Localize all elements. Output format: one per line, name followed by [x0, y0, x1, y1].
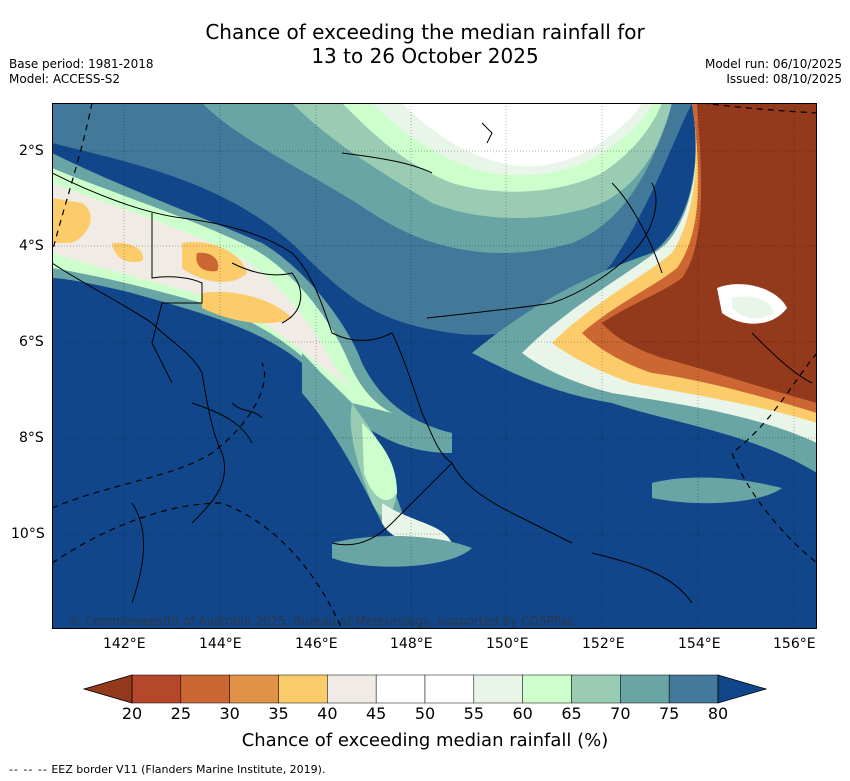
colorbar-tick-label: 30	[219, 704, 240, 723]
colorbar-segment	[571, 674, 621, 704]
colorbar-segment	[620, 674, 670, 704]
colorbar-segment	[278, 674, 328, 704]
colorbar-segment	[473, 674, 523, 704]
louisiade-archipelago	[591, 552, 693, 604]
png-mainland-north-coast	[52, 172, 573, 546]
colorbar-low-extend	[82, 674, 133, 704]
colorbar-tick-label: 40	[317, 704, 338, 723]
map-title-line2: 13 to 26 October 2025	[311, 44, 539, 68]
new-britain	[426, 182, 657, 319]
base-period: Base period: 1981-2018	[9, 57, 154, 71]
lon-label-142e: 142°E	[103, 636, 146, 652]
colorbar-segment	[424, 674, 475, 704]
contour-35-west-c	[112, 242, 143, 263]
coastlines	[52, 122, 813, 604]
cape-york	[131, 502, 144, 604]
border-indonesia	[151, 213, 203, 384]
contour-55-ne-core	[732, 296, 774, 319]
colorbar-segment	[229, 674, 279, 704]
graticule	[52, 103, 817, 629]
new-ireland	[611, 182, 663, 274]
contour-35-west-d	[202, 291, 292, 324]
lon-label-156e: 156°E	[773, 636, 816, 652]
eez-boundary-northwest	[52, 103, 93, 254]
lon-label-150e: 150°E	[486, 636, 529, 652]
png-mainland-south-coast	[52, 262, 226, 524]
colorbar-segment	[327, 674, 377, 704]
issued-date: Issued: 08/10/2025	[726, 72, 842, 86]
contour-60-south	[362, 423, 397, 501]
contour-20-ne	[602, 103, 817, 403]
colorbar	[82, 674, 768, 704]
model-name: Model: ACCESS-S2	[9, 72, 121, 86]
lon-label-144e: 144°E	[199, 636, 242, 652]
bougainville	[751, 332, 813, 384]
colorbar-segment	[375, 674, 426, 704]
eez-legend-dash-icon: -- -- --	[9, 763, 48, 776]
eez-legend: -- -- -- EEZ border V11 (Flanders Marine…	[9, 763, 325, 776]
colorbar-segment	[131, 674, 182, 704]
colorbar-high-extend	[717, 674, 768, 704]
lat-label-2s: 2°S	[19, 143, 44, 159]
colorbar-tick-label: 75	[658, 704, 680, 723]
map-title-line1: Chance of exceeding the median rainfall …	[205, 20, 645, 44]
contour-30-west	[196, 252, 219, 272]
colorbar-tick-label: 65	[561, 704, 582, 723]
colorbar-tick-label: 25	[170, 704, 191, 723]
colorbar-tick-label: 60	[512, 704, 533, 723]
lon-label-148e: 148°E	[390, 636, 433, 652]
interior-border	[231, 262, 302, 324]
copyright-note: © Commonwealth of Australia 2025, Bureau…	[69, 614, 575, 628]
model-run: Model run: 06/10/2025	[704, 57, 842, 71]
colorbar-tick-label: 50	[414, 704, 436, 723]
eez-boundary-northeast	[701, 103, 817, 114]
rainfall-map	[52, 103, 817, 629]
lon-label-152e: 152°E	[582, 636, 625, 652]
manus-island	[341, 152, 433, 174]
colorbar-tick-label: 45	[365, 704, 387, 723]
eez-boundary-east	[731, 352, 817, 564]
colorbar-title: Chance of exceeding median rainfall (%)	[241, 730, 609, 751]
colorbar-tick-label: 80	[707, 704, 729, 723]
contour-70-se	[332, 536, 472, 567]
eez-boundary-southwest	[52, 502, 343, 629]
colorbar-segment	[180, 674, 230, 704]
lat-label-10s: 10°S	[11, 526, 45, 542]
lat-label-8s: 8°S	[19, 430, 44, 446]
contour-50	[402, 103, 642, 167]
eez-border	[52, 103, 817, 629]
contour-35-west-a	[52, 198, 91, 243]
lon-label-146e: 146°E	[295, 636, 338, 652]
colorbar-tick-label: 35	[268, 704, 289, 723]
colorbar-tick-label: 70	[610, 704, 631, 723]
colorbar-tick-label: 20	[121, 704, 143, 723]
colorbar-segment	[668, 674, 719, 704]
contour-55-south	[382, 503, 452, 547]
map-frame	[52, 103, 817, 629]
new-ireland-north	[481, 122, 493, 144]
eez-legend-text: EEZ border V11 (Flanders Marine Institut…	[51, 763, 326, 776]
lat-label-4s: 4°S	[19, 238, 44, 254]
lat-label-6s: 6°S	[19, 334, 44, 350]
fly-river-delta	[231, 402, 263, 419]
colorbar-tick-label: 55	[463, 704, 484, 723]
lon-label-154e: 154°E	[678, 636, 721, 652]
contour-70-east	[652, 477, 782, 504]
torres-strait-islands	[191, 402, 253, 444]
colorbar-segment	[522, 674, 572, 704]
